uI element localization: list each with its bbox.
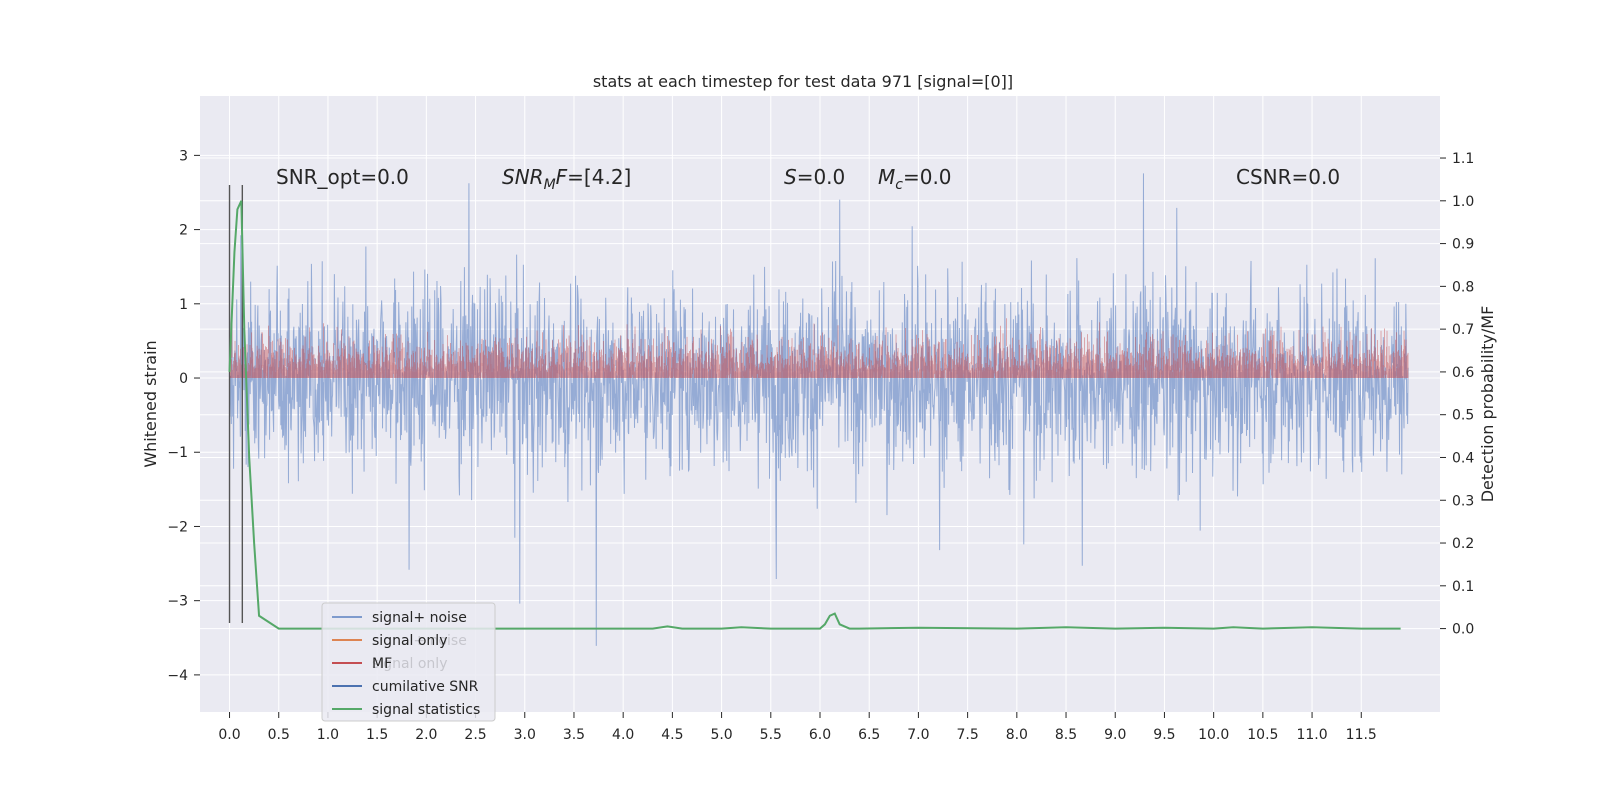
y-left-tick-label: 1 (179, 297, 188, 313)
x-tick-label: 10.5 (1247, 727, 1278, 743)
x-tick-label: 6.5 (858, 727, 880, 743)
x-tick-label: 9.5 (1153, 727, 1175, 743)
annotation-snr-opt: SNR_opt=0.0 (276, 165, 409, 189)
y-right-tick-label: 0.3 (1452, 493, 1474, 509)
legend-label: signal+ noise (372, 610, 467, 626)
x-tick-label: 1.5 (366, 727, 388, 743)
x-tick-label: 0.5 (268, 727, 290, 743)
annotation-snr-mf: SNRMF=[4.2] (502, 165, 631, 193)
legend-label: signal statistics (372, 702, 480, 718)
y-axis-left-label: Whitened strain (141, 340, 160, 467)
series-signal-statistics (228, 200, 1401, 630)
x-tick-label: 9.0 (1104, 727, 1126, 743)
legend-ghost-text: signal+ noise signal only signal statist… (372, 633, 480, 718)
x-tick-label: 2.5 (464, 727, 486, 743)
x-tick-label: 6.0 (809, 727, 831, 743)
x-tick-label: 5.0 (710, 727, 732, 743)
legend: signal+ noise signal only signal statist… (321, 602, 496, 722)
x-tick-label: 2.0 (415, 727, 437, 743)
legend-ghost-entry: signal only (372, 656, 447, 672)
annotation-s: S=0.0 (784, 165, 845, 189)
legend-label: cumilative SNR (372, 679, 479, 695)
y-right-tick-label: 1.1 (1452, 151, 1474, 167)
x-tick-label: 11.5 (1346, 727, 1377, 743)
x-tick-label: 8.5 (1055, 727, 1077, 743)
x-tick-label: 3.0 (514, 727, 536, 743)
signal-statistics-line (228, 200, 1401, 630)
y-right-tick-label: 0.2 (1452, 536, 1474, 552)
y-right-tick-label: 0.6 (1452, 365, 1474, 381)
y-right-tick-label: 0.5 (1452, 408, 1474, 424)
y-left-tick-label: −3 (167, 594, 188, 610)
y-left-tick-label: −2 (167, 519, 188, 535)
y-right-tick-label: 0.4 (1452, 450, 1474, 466)
x-axis-ticks: 0.0 0.5 1.0 1.5 2.0 2.5 3.0 3.5 4.0 4.5 5.0 5.5 6.0 6… (218, 712, 1377, 743)
x-tick-label: 1.0 (317, 727, 339, 743)
y-right-tick-label: 0.7 (1452, 322, 1474, 338)
legend-label: MF (372, 656, 392, 672)
x-tick-label: 10.0 (1198, 727, 1229, 743)
x-tick-label: 7.0 (907, 727, 929, 743)
x-tick-label: 3.5 (563, 727, 585, 743)
y-axis-left-ticks: −4 −3 −2 −1 0 1 2 3 (167, 148, 200, 684)
y-right-tick-label: 0.0 (1452, 622, 1474, 638)
x-tick-label: 11.0 (1296, 727, 1327, 743)
legend-ghost-entry: signal statistics (372, 702, 480, 718)
annotation-mc: Mc=0.0 (878, 165, 952, 193)
x-tick-label: 4.5 (661, 727, 683, 743)
x-tick-label: 0.0 (218, 727, 240, 743)
y-left-tick-label: 2 (179, 223, 188, 239)
y-right-tick-label: 0.1 (1452, 579, 1474, 595)
legend-label: signal only (372, 633, 447, 649)
y-right-tick-label: 0.8 (1452, 279, 1474, 295)
chart-title: stats at each timestep for test data 971… (593, 72, 1013, 91)
legend-ghost-entry: signal+ noise (372, 633, 467, 649)
legend-box (321, 602, 496, 722)
x-tick-label: 4.0 (612, 727, 634, 743)
annotation-csnr: CSNR=0.0 (1236, 165, 1340, 189)
y-left-tick-label: 3 (179, 148, 188, 164)
x-tick-label: 8.0 (1006, 727, 1028, 743)
y-axis-right-ticks: 0.0 0.1 0.2 0.3 0.4 0.5 0.6 0.7 0.8 0.9 1.0 1.1 (1440, 151, 1474, 638)
y-left-tick-label: −4 (167, 668, 188, 684)
y-right-tick-label: 0.9 (1452, 237, 1474, 253)
y-axis-right-label: Detection probability/MF (1478, 306, 1497, 503)
y-left-tick-label: −1 (167, 445, 188, 461)
x-tick-label: 5.5 (760, 727, 782, 743)
y-right-tick-label: 1.0 (1452, 194, 1474, 210)
y-left-tick-label: 0 (179, 371, 188, 387)
x-tick-label: 7.5 (956, 727, 978, 743)
